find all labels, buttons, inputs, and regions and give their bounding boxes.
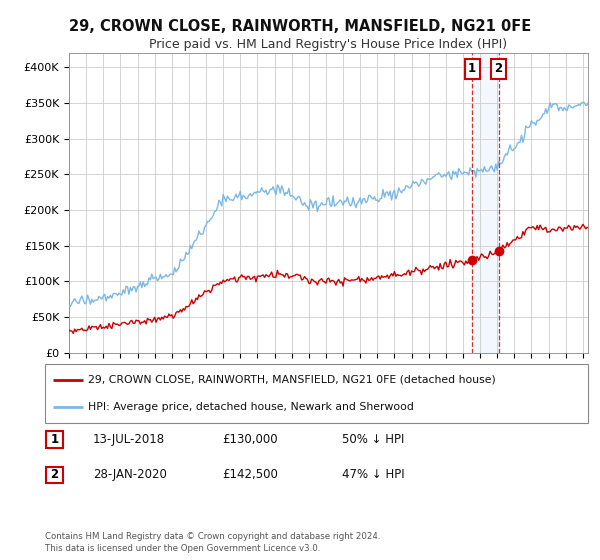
Title: Price paid vs. HM Land Registry's House Price Index (HPI): Price paid vs. HM Land Registry's House … (149, 38, 508, 50)
Text: 1: 1 (50, 433, 59, 446)
Text: £142,500: £142,500 (222, 468, 278, 482)
Text: 47% ↓ HPI: 47% ↓ HPI (342, 468, 404, 482)
Text: 28-JAN-2020: 28-JAN-2020 (93, 468, 167, 482)
Text: 50% ↓ HPI: 50% ↓ HPI (342, 433, 404, 446)
Text: 1: 1 (468, 62, 476, 76)
Text: HPI: Average price, detached house, Newark and Sherwood: HPI: Average price, detached house, Newa… (88, 402, 415, 412)
Text: £130,000: £130,000 (222, 433, 278, 446)
Text: 29, CROWN CLOSE, RAINWORTH, MANSFIELD, NG21 0FE (detached house): 29, CROWN CLOSE, RAINWORTH, MANSFIELD, N… (88, 375, 496, 385)
Bar (472, 53, 499, 353)
Text: 2: 2 (50, 468, 59, 482)
Text: Contains HM Land Registry data © Crown copyright and database right 2024.
This d: Contains HM Land Registry data © Crown c… (45, 533, 380, 553)
Text: 2: 2 (494, 62, 503, 76)
Text: 13-JUL-2018: 13-JUL-2018 (93, 433, 165, 446)
Text: 29, CROWN CLOSE, RAINWORTH, MANSFIELD, NG21 0FE: 29, CROWN CLOSE, RAINWORTH, MANSFIELD, N… (69, 19, 531, 34)
